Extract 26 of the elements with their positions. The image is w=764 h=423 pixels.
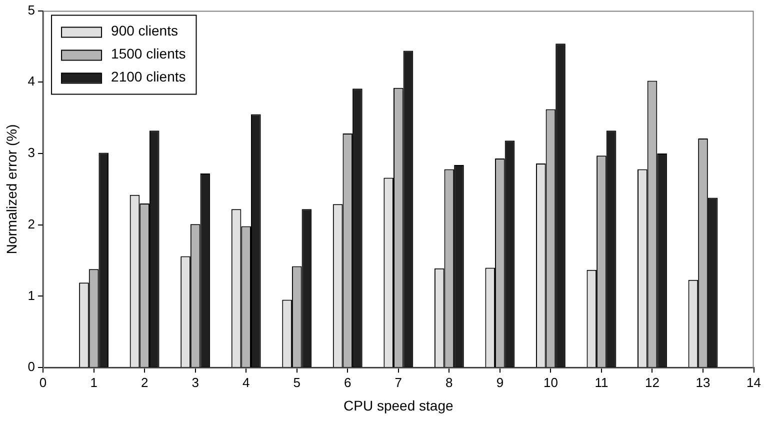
y-tick-label: 5 (28, 2, 36, 18)
y-axis-title: Normalized error (%) (3, 124, 20, 254)
legend-label: 900 clients (111, 22, 178, 39)
x-tick-label: 0 (39, 374, 47, 390)
y-tick-label: 1 (28, 288, 36, 303)
x-tick-label: 10 (543, 374, 558, 390)
x-tick-label: 7 (394, 374, 402, 390)
x-tick-label: 14 (746, 374, 762, 390)
y-tick-label: 0 (28, 359, 36, 374)
x-tick-label: 5 (293, 374, 300, 390)
y-tick-label: 3 (28, 145, 36, 160)
x-tick-label: 13 (696, 374, 710, 390)
x-tick-label: 12 (645, 374, 660, 390)
x-tick-label: 9 (496, 374, 504, 390)
x-tick-label: 3 (192, 374, 199, 390)
x-tick-label: 11 (594, 374, 608, 390)
y-tick-label: 2 (28, 216, 36, 232)
legend-label: 1500 clients (111, 46, 186, 62)
y-tick-label: 4 (28, 74, 36, 89)
x-tick-label: 1 (90, 374, 98, 390)
x-tick-label: 2 (140, 374, 148, 390)
x-tick-label: 8 (446, 374, 453, 390)
x-tick-label: 4 (242, 374, 250, 390)
legend-label: 2100 clients (111, 68, 186, 85)
x-tick-label: 6 (344, 374, 352, 390)
x-axis-title: CPU speed stage (344, 397, 454, 414)
